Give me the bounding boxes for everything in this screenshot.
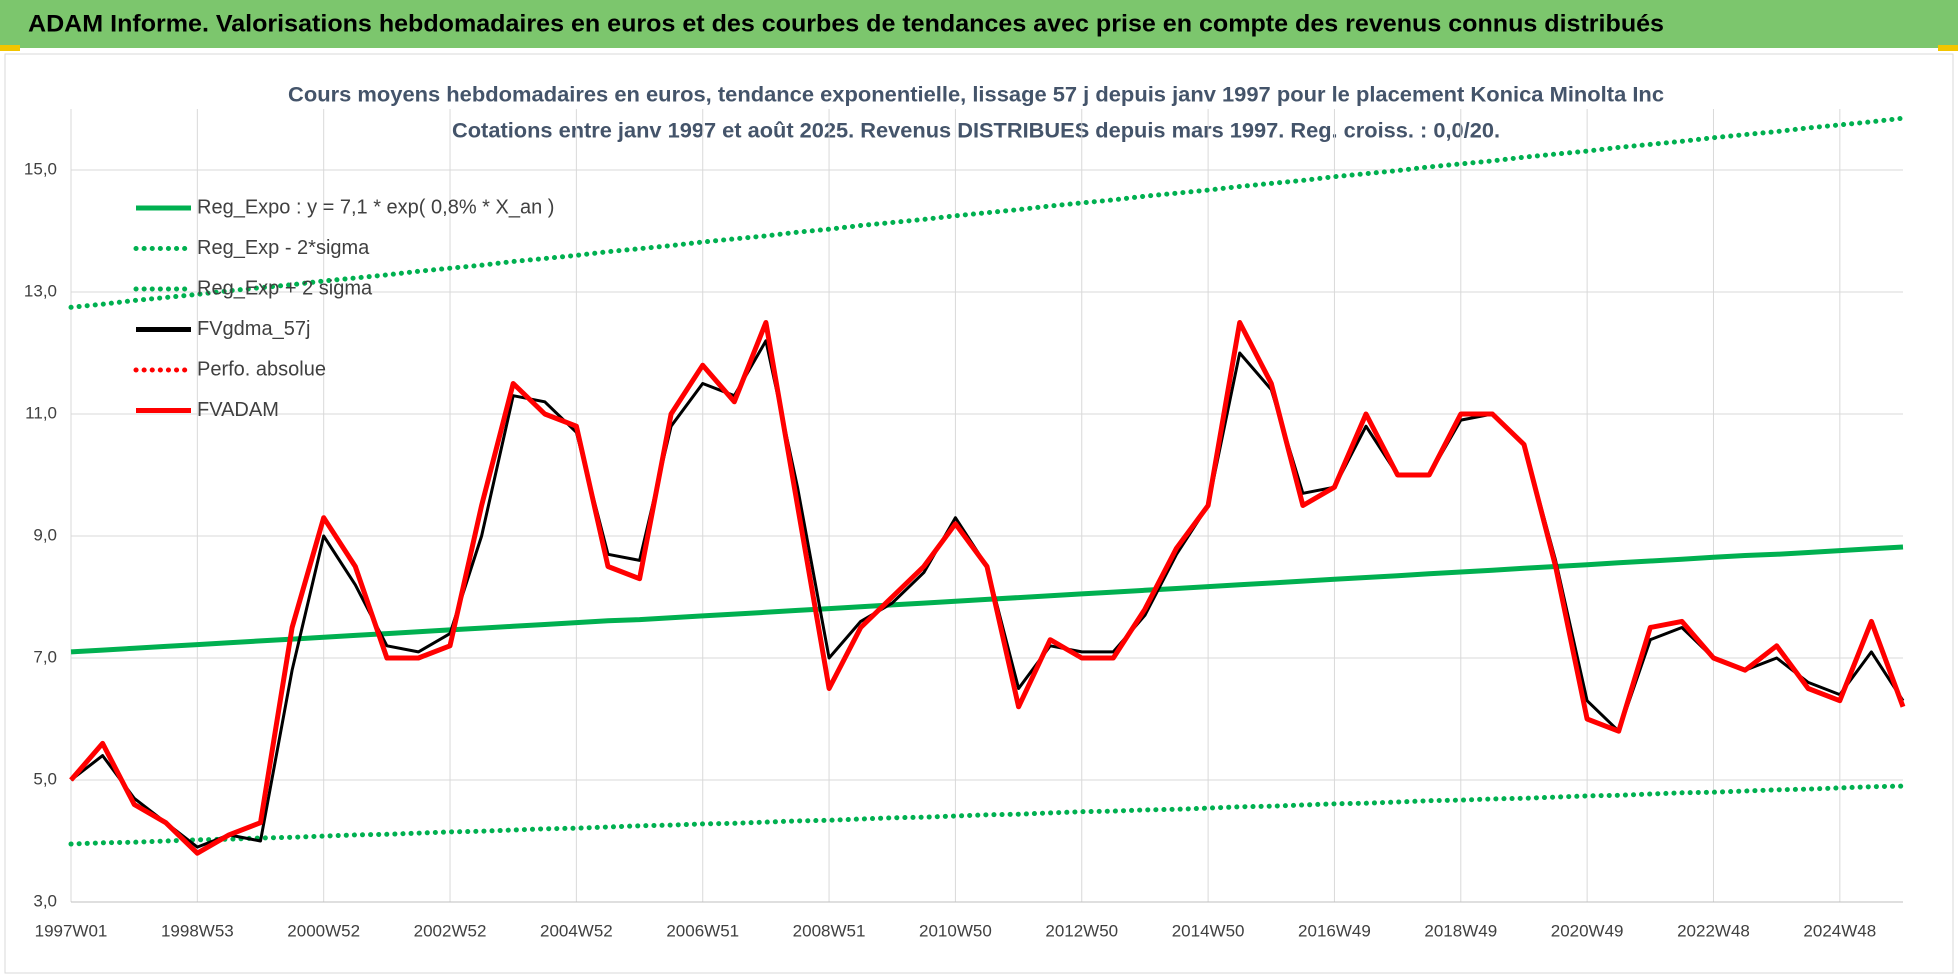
x-tick-label: 2012W50 <box>1045 921 1118 940</box>
legend-label: FVgdma_57j <box>197 318 310 340</box>
y-tick-label: 7,0 <box>33 647 57 666</box>
y-tick-label: 9,0 <box>33 525 57 544</box>
corner-mark <box>0 45 20 51</box>
x-tick-label: 2018W49 <box>1424 921 1497 940</box>
header-band <box>0 0 1958 48</box>
x-tick-label: 2020W49 <box>1551 921 1624 940</box>
plot: 3,0 5,0 7,0 9,0 11,0 13,0 15,0 1997W01 1998W53 20… <box>24 109 1906 940</box>
x-tick-label: 2002W52 <box>414 921 487 940</box>
x-tick-label: 1998W53 <box>161 921 234 940</box>
series-line <box>69 320 1906 856</box>
y-tick-label: 11,0 <box>25 403 57 422</box>
x-tick-label: 2004W52 <box>540 921 613 940</box>
y-tick-label: 13,0 <box>24 281 57 300</box>
corner-mark <box>1938 45 1958 51</box>
x-tick-label: 2016W49 <box>1298 921 1371 940</box>
legend-label: Perfo. absolue <box>197 358 326 380</box>
x-tick-label: 2008W51 <box>793 921 866 940</box>
legend-label: Reg_Exp - 2*sigma <box>197 237 370 259</box>
legend-label: FVADAM <box>197 399 279 421</box>
x-tick-label: 1997W01 <box>35 921 108 940</box>
x-tick-label: 2014W50 <box>1172 921 1245 940</box>
chart-subtitle: Cotations entre janv 1997 et août 2025. … <box>452 120 1500 143</box>
y-tick-label: 5,0 <box>33 769 57 788</box>
x-tick-label: 2006W51 <box>666 921 739 940</box>
x-tick-label: 2010W50 <box>919 921 992 940</box>
page-title: ADAM Informe. Valorisations hebdomadaire… <box>28 10 1664 37</box>
x-tick-label: 2024W48 <box>1803 921 1876 940</box>
series-line <box>68 783 1906 847</box>
y-tick-label: 3,0 <box>33 891 57 910</box>
chart-title: Cours moyens hebdomadaires en euros, ten… <box>288 84 1664 107</box>
legend-label: Reg_Expo : y = 7,1 * exp( 0,8% * X_an ) <box>197 196 554 218</box>
chart-frame <box>4 53 1954 974</box>
series-line <box>68 115 1906 310</box>
x-tick-label: 2022W48 <box>1677 921 1750 940</box>
legend-label: Reg_Exp + 2 sigma <box>197 277 373 299</box>
x-tick-label: 2000W52 <box>287 921 360 940</box>
y-tick-label: 15,0 <box>24 159 57 178</box>
